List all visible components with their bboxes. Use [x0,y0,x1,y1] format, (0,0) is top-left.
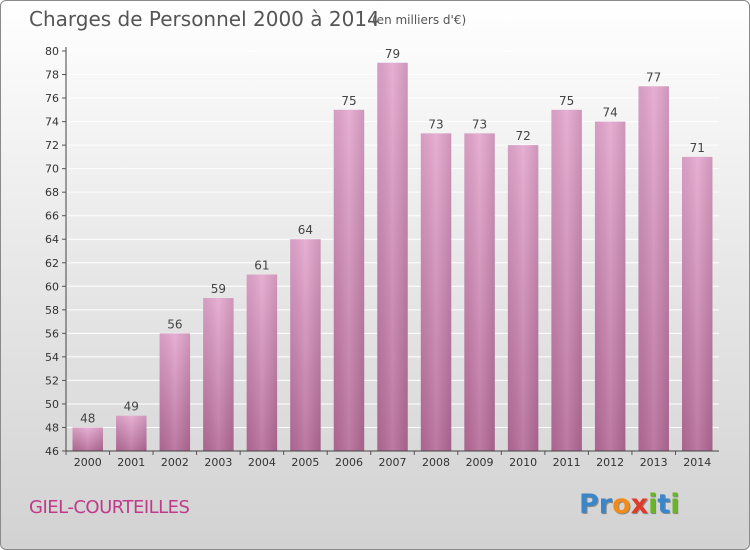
x-tick-label: 2010 [509,456,537,469]
x-tick-label: 2004 [248,456,276,469]
x-tick-label: 2002 [161,456,189,469]
bar-shading [159,333,191,451]
y-tick-label: 68 [45,186,59,199]
y-tick-label: 48 [45,421,59,434]
y-tick-label: 46 [45,445,59,458]
bar-value-label: 79 [385,47,400,61]
bar-value-label: 75 [341,94,356,108]
bar-shading [507,145,539,451]
bar-value-label: 77 [646,70,661,84]
x-tick-label: 2009 [466,456,494,469]
bar-shading [638,86,669,451]
logo-letter: i [648,489,658,520]
bar-shading [681,156,713,451]
bar-shading [377,62,408,451]
y-tick-label: 58 [45,304,59,317]
bar-shading [203,298,234,451]
bar-shading [290,239,321,451]
y-tick-label: 70 [45,163,59,176]
bar-value-label: 72 [515,129,530,143]
chart-title: Charges de Personnel 2000 à 2014 [29,7,380,31]
y-tick-label: 78 [45,69,59,82]
logo-letter: i [670,489,680,520]
logo-letter: r [598,489,613,520]
bar-value-label: 61 [254,259,269,273]
bar-shading [464,133,495,451]
y-tick-label: 60 [45,280,59,293]
y-tick-label: 52 [45,374,59,387]
bar-shading [246,274,278,451]
logo-letter: P [579,489,599,520]
x-tick-label: 2003 [204,456,232,469]
bar-value-label: 71 [690,141,705,155]
logo-letter: o [612,489,631,520]
commune-name: GIEL-COURTEILLES [29,497,190,518]
y-tick-label: 76 [45,92,59,105]
y-tick-label: 66 [45,210,59,223]
logo-letter: t [657,489,671,520]
y-tick-label: 72 [45,139,59,152]
y-tick-label: 64 [45,233,59,246]
x-tick-label: 2000 [74,456,102,469]
bar-value-label: 75 [559,94,574,108]
x-tick-label: 2011 [553,456,581,469]
bar-value-label: 49 [124,400,139,414]
bar-shading [420,133,452,451]
x-tick-label: 2008 [422,456,450,469]
bar-shading [594,121,626,452]
y-tick-label: 54 [45,351,59,364]
x-tick-label: 2007 [379,456,407,469]
y-tick-label: 74 [45,116,59,129]
x-tick-label: 2006 [335,456,363,469]
y-tick-label: 56 [45,327,59,340]
axes: 46 48 50 52 54 56 58 60 62 64 66 68 70 72 74 76 78 80 2000… [45,45,719,469]
chart-unit: (en milliers d'€) [372,13,467,27]
bar-shading [551,109,582,451]
bar-value-label: 74 [603,106,618,120]
x-tick-label: 2012 [596,456,624,469]
bar-shading [333,109,365,451]
bar-shading [72,427,104,451]
x-tick-label: 2001 [117,456,145,469]
y-tick-label: 62 [45,257,59,270]
bar-value-label: 73 [428,117,443,131]
bar-value-label: 48 [80,411,95,425]
bars: 48 49 56 59 61 64 75 79 73 73 72 75 74 77 71 [72,47,713,452]
bar-value-label: 56 [167,317,182,331]
logo-letter: x [630,489,649,520]
y-tick-label: 50 [45,398,59,411]
x-tick-label: 2013 [640,456,668,469]
y-tick-label: 80 [45,45,59,58]
bar-value-label: 59 [211,282,226,296]
bar-shading [116,415,147,451]
proxiti-logo[interactable]: Proxiti [579,489,680,520]
x-tick-label: 2014 [683,456,711,469]
bar-value-label: 64 [298,223,313,237]
bar-value-label: 73 [472,117,487,131]
x-tick-label: 2005 [291,456,319,469]
